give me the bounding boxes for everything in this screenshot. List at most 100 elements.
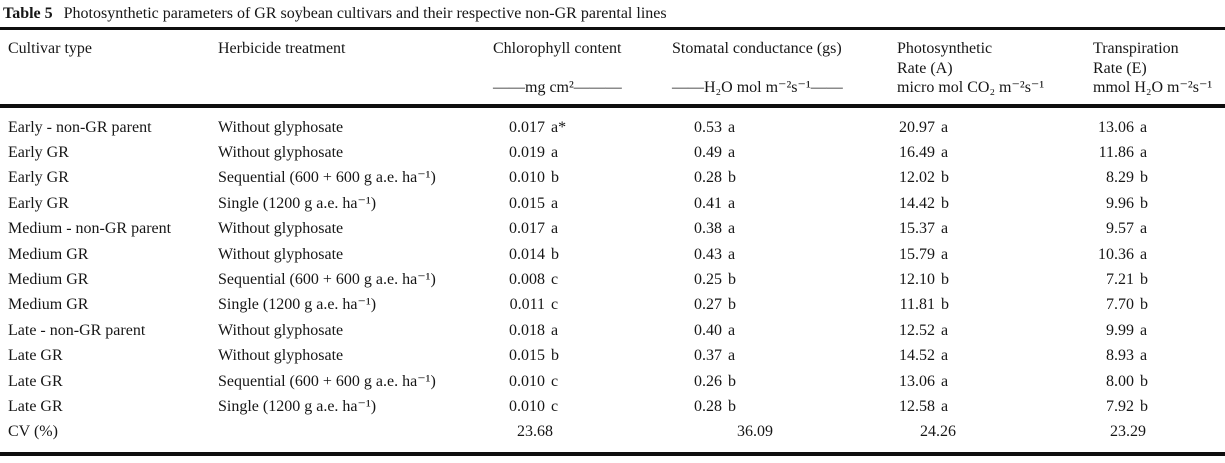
col-unit-photosynthetic: micro mol CO₂ m⁻²s⁻¹ [897,79,1045,96]
measurement-value: 0.014 [509,245,545,263]
cultivar-type-cell: Late GR [8,347,63,365]
cv-chlorophyll-value: 23.68 [485,419,664,456]
measurement-value: 9.99 [1106,321,1134,339]
cv-transpiration-value: 23.29 [1085,419,1225,456]
measurement-value: 8.00 [1106,372,1134,390]
significance-letter: b [551,245,559,263]
col-title: Stomatal conductance (gs) [672,40,842,57]
table-caption: Photosynthetic parameters of GR soybean … [63,5,667,22]
measurement-value: 7.70 [1106,296,1134,314]
measurement-value: 0.017 [509,220,545,238]
stomatal-value-cell: 0.49 a [664,140,889,165]
cultivar-type-cell: Early - non-GR parent [8,118,152,136]
significance-letter: a [1140,321,1148,339]
transpiration-value-cell: 13.06 a [1085,106,1225,140]
cultivar-type-cell: Early GR [8,194,69,212]
significance-letter: c [551,372,559,390]
measurement-value: 0.019 [509,143,545,161]
chlorophyll-value-cell: 0.015 b [485,343,664,368]
significance-letter: a [1140,347,1148,365]
transpiration-value-cell: 10.36 a [1085,242,1225,267]
table-row: Medium GR Sequential (600 + 600 g a.e. h… [0,267,1225,292]
measurement-value: 0.26 [694,372,722,390]
significance-letter: a* [551,118,567,136]
photosynthetic-value-cell: 14.52 a [889,343,1085,368]
col-title: Photosynthetic [897,40,993,57]
cultivar-type-cell: Medium - non-GR parent [8,220,172,238]
measurement-value: 12.02 [899,169,935,187]
significance-letter: a [941,143,949,161]
measurement-value: 20.97 [899,118,935,136]
herbicide-treatment-cell: Without glyphosate [218,118,344,136]
measurement-value: 0.25 [694,270,722,288]
significance-letter: b [728,296,736,314]
photosynthetic-value-cell: 15.37 a [889,216,1085,241]
header-row: Cultivar type Herbicide treatment Chloro… [0,30,1225,108]
significance-letter: a [941,245,949,263]
measurement-value: 0.018 [509,321,545,339]
chlorophyll-value-cell: 0.017 a* [485,106,664,140]
measurement-value: 0.27 [694,296,722,314]
measurement-value: 0.010 [509,372,545,390]
significance-letter: a [728,347,736,365]
col-header-transpiration-rate: Transpiration Rate (E) mmol H₂O m⁻²s⁻¹ [1085,30,1225,108]
measurement-value: 12.52 [899,321,935,339]
significance-letter: b [941,296,949,314]
herbicide-treatment-cell: Sequential (600 + 600 g a.e. ha⁻¹) [218,169,436,187]
col-header-cultivar-type: Cultivar type [0,30,210,108]
measurement-value: 0.010 [509,397,545,415]
col-title: Cultivar type [8,40,92,57]
significance-letter: a [941,118,949,136]
measurement-value: 8.93 [1106,347,1134,365]
measurement-value: 15.37 [899,220,935,238]
measurement-value: 7.92 [1106,397,1134,415]
measurement-value: 0.010 [509,169,545,187]
transpiration-value-cell: 9.96 b [1085,191,1225,216]
stomatal-value-cell: 0.40 a [664,318,889,343]
photosynthetic-value-cell: 15.79 a [889,242,1085,267]
significance-letter: c [551,270,559,288]
measurement-value: 9.57 [1106,220,1134,238]
herbicide-treatment-cell: Sequential (600 + 600 g a.e. ha⁻¹) [218,372,436,390]
measurement-value: 16.49 [899,143,935,161]
chlorophyll-value-cell: 0.015 a [485,191,664,216]
significance-letter: c [551,296,559,314]
photosynthetic-value-cell: 14.42 b [889,191,1085,216]
data-table: Cultivar type Herbicide treatment Chloro… [0,30,1225,456]
significance-letter: a [551,321,559,339]
col-title-line2: Rate (E) [1093,59,1147,77]
significance-letter: a [551,143,559,161]
chlorophyll-value-cell: 0.019 a [485,140,664,165]
significance-letter: b [728,270,736,288]
significance-letter: a [1140,220,1148,238]
chlorophyll-value-cell: 0.017 a [485,216,664,241]
cultivar-type-cell: Early GR [8,143,69,161]
table-row: Early GR Sequential (600 + 600 g a.e. ha… [0,165,1225,190]
measurement-value: 13.06 [899,372,935,390]
measurement-value: 14.42 [899,194,935,212]
herbicide-treatment-cell: Sequential (600 + 600 g a.e. ha⁻¹) [218,270,436,288]
measurement-value: 11.81 [899,296,935,314]
significance-letter: b [551,169,559,187]
stomatal-value-cell: 0.41 a [664,191,889,216]
measurement-value: 0.53 [694,118,722,136]
significance-letter: b [941,169,949,187]
measurement-value: 0.40 [694,321,722,339]
stomatal-value-cell: 0.43 a [664,242,889,267]
measurement-value: 8.29 [1106,169,1134,187]
transpiration-value-cell: 7.92 b [1085,394,1225,419]
photosynthetic-value-cell: 12.10 b [889,267,1085,292]
photosynthetic-value-cell: 11.81 b [889,292,1085,317]
significance-letter: a [1140,118,1148,136]
significance-letter: a [551,194,559,212]
stomatal-value-cell: 0.53 a [664,106,889,140]
transpiration-value-cell: 7.21 b [1085,267,1225,292]
transpiration-value-cell: 8.29 b [1085,165,1225,190]
chlorophyll-value-cell: 0.010 c [485,394,664,419]
cv-empty-cell [210,419,485,456]
measurement-value: 0.41 [694,194,722,212]
col-unit-transpiration: mmol H₂O m⁻²s⁻¹ [1093,79,1213,96]
significance-letter: a [728,220,736,238]
measurement-value: 0.38 [694,220,722,238]
table-row: Early GR Without glyphosate 0.019 a 0.49 a… [0,140,1225,165]
